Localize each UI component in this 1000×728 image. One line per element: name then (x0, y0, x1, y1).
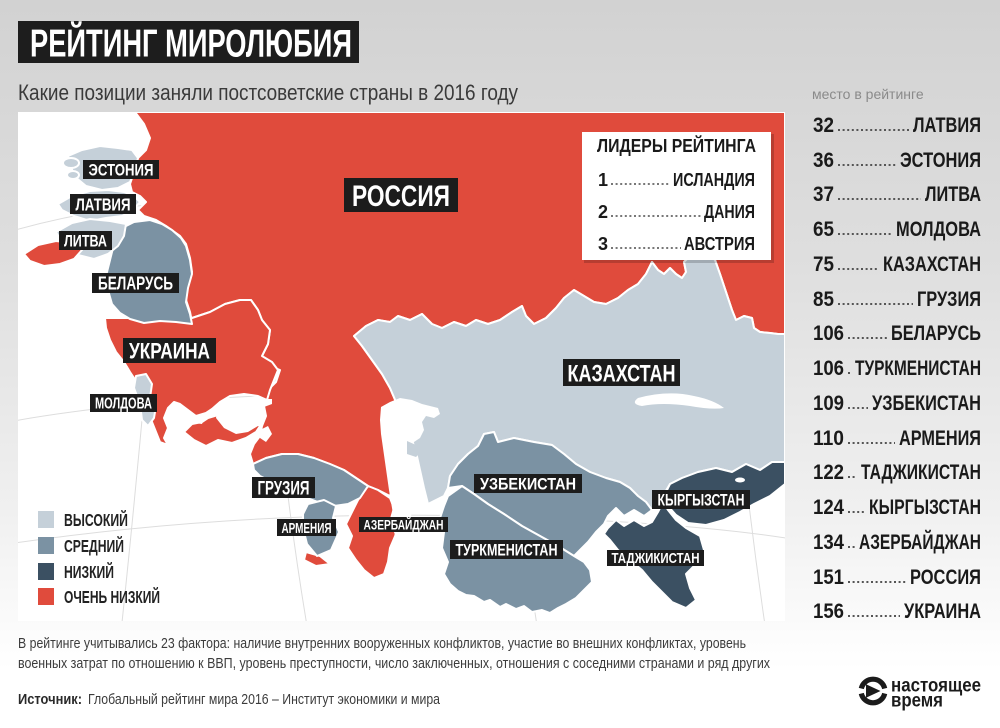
svg-text:ЛИТВА: ЛИТВА (925, 183, 981, 206)
svg-text:ЛАТВИЯ: ЛАТВИЯ (913, 114, 981, 137)
svg-text:Какие позиции заняли постсовет: Какие позиции заняли постсоветские стран… (18, 80, 519, 105)
svg-text:КЫРГЫЗСТАН: КЫРГЫЗСТАН (869, 496, 981, 519)
svg-text:В рейтинге учитывались 23 факт: В рейтинге учитывались 23 фактора: налич… (18, 635, 746, 652)
svg-text:место в рейтинге: место в рейтинге (812, 86, 924, 102)
svg-text:АРМЕНИЯ: АРМЕНИЯ (899, 427, 981, 450)
svg-text:ЛИДЕРЫ РЕЙТИНГА: ЛИДЕРЫ РЕЙТИНГА (597, 135, 756, 156)
svg-text:АЗЕРБАЙДЖАН: АЗЕРБАЙДЖАН (859, 530, 981, 554)
svg-text:РЕЙТИНГ МИРОЛЮБИЯ: РЕЙТИНГ МИРОЛЮБИЯ (30, 21, 352, 66)
svg-text:122: 122 (813, 461, 844, 484)
svg-text:134: 134 (813, 531, 844, 554)
svg-text:АЗЕРБАЙДЖАН: АЗЕРБАЙДЖАН (364, 517, 444, 532)
svg-text:ВЫСОКИЙ: ВЫСОКИЙ (64, 509, 128, 530)
svg-text:АВСТРИЯ: АВСТРИЯ (684, 234, 755, 254)
svg-text:ЭСТОНИЯ: ЭСТОНИЯ (900, 149, 981, 172)
svg-text:151: 151 (813, 566, 844, 589)
svg-text:РОССИЯ: РОССИЯ (352, 180, 450, 213)
svg-text:36: 36 (813, 149, 834, 172)
svg-text:85: 85 (813, 288, 834, 311)
svg-text:УКРАИНА: УКРАИНА (129, 339, 210, 364)
svg-text:ИСЛАНДИЯ: ИСЛАНДИЯ (673, 170, 755, 190)
svg-text:65: 65 (813, 218, 834, 241)
svg-text:КЫРГЫЗСТАН: КЫРГЫЗСТАН (658, 491, 745, 510)
svg-text:КАЗАХСТАН: КАЗАХСТАН (883, 253, 981, 276)
svg-text:ЭСТОНИЯ: ЭСТОНИЯ (89, 161, 154, 180)
svg-text:БЕЛАРУСЬ: БЕЛАРУСЬ (891, 322, 981, 345)
svg-text:109: 109 (813, 392, 844, 415)
svg-text:ЛАТВИЯ: ЛАТВИЯ (76, 194, 131, 214)
svg-text:МОЛДОВА: МОЛДОВА (896, 218, 981, 241)
svg-text:ТУРКМЕНИСТАН: ТУРКМЕНИСТАН (456, 541, 558, 560)
svg-text:ОЧЕНЬ НИЗКИЙ: ОЧЕНЬ НИЗКИЙ (64, 586, 160, 607)
svg-text:ТАДЖИКИСТАН: ТАДЖИКИСТАН (861, 461, 981, 484)
svg-text:ДАНИЯ: ДАНИЯ (704, 202, 755, 222)
svg-text:УЗБЕКИСТАН: УЗБЕКИСТАН (872, 392, 981, 415)
svg-text:военных затрат по отношению к: военных затрат по отношению к ВВП, урове… (18, 655, 770, 672)
svg-text:ГРУЗИЯ: ГРУЗИЯ (258, 478, 310, 499)
svg-text:СРЕДНИЙ: СРЕДНИЙ (64, 535, 124, 556)
svg-text:ГРУЗИЯ: ГРУЗИЯ (917, 288, 981, 311)
svg-text:УКРАИНА: УКРАИНА (904, 600, 981, 623)
svg-text:106: 106 (813, 322, 844, 345)
svg-text:124: 124 (813, 496, 844, 519)
svg-text:УЗБЕКИСТАН: УЗБЕКИСТАН (480, 475, 576, 494)
svg-text:32: 32 (813, 114, 834, 137)
svg-text:2: 2 (598, 202, 608, 222)
svg-text:110: 110 (813, 427, 844, 450)
svg-text:БЕЛАРУСЬ: БЕЛАРУСЬ (98, 274, 173, 294)
svg-text:156: 156 (813, 600, 844, 623)
svg-text:75: 75 (813, 253, 834, 276)
svg-text:Глобальный рейтинг мира 2016 –: Глобальный рейтинг мира 2016 – Институт … (88, 692, 441, 708)
svg-text:МОЛДОВА: МОЛДОВА (95, 396, 152, 413)
svg-text:АРМЕНИЯ: АРМЕНИЯ (282, 520, 332, 537)
svg-text:ТАДЖИКИСТАН: ТАДЖИКИСТАН (612, 551, 700, 567)
svg-text:37: 37 (813, 183, 834, 206)
svg-text:Источник:: Источник: (18, 692, 82, 708)
svg-text:РОССИЯ: РОССИЯ (910, 566, 981, 589)
svg-text:ЛИТВА: ЛИТВА (64, 232, 107, 251)
svg-text:настоящее: настоящее (891, 676, 981, 697)
svg-text:1: 1 (598, 170, 608, 190)
svg-text:3: 3 (598, 234, 608, 254)
svg-text:НИЗКИЙ: НИЗКИЙ (64, 561, 114, 582)
svg-text:КАЗАХСТАН: КАЗАХСТАН (568, 360, 676, 387)
svg-text:ТУРКМЕНИСТАН: ТУРКМЕНИСТАН (855, 357, 981, 380)
svg-text:106: 106 (813, 357, 844, 380)
svg-text:время: время (891, 691, 943, 712)
